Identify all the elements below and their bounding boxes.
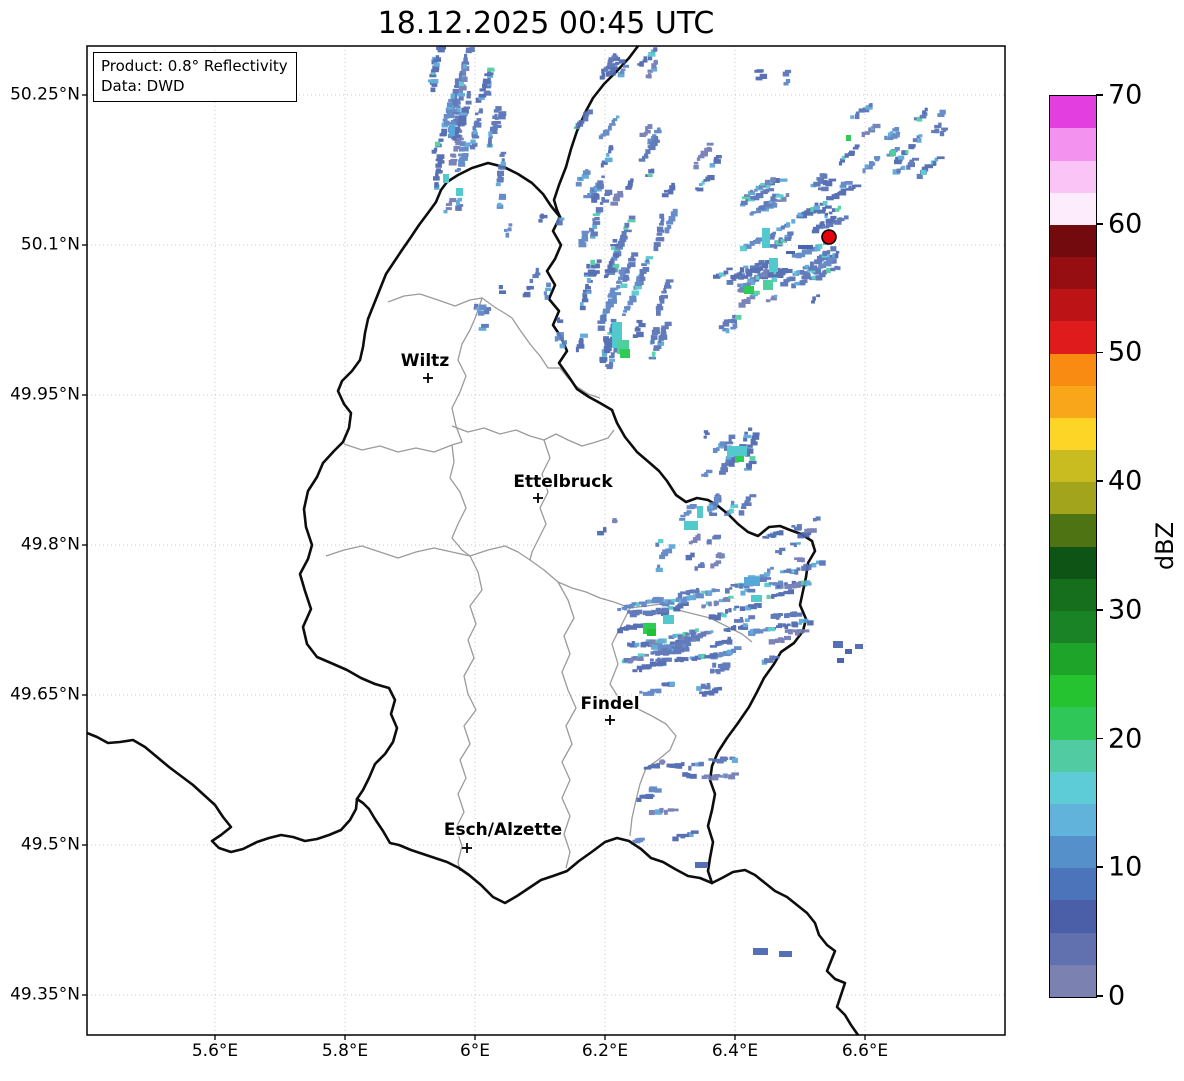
x-axis-tick-label: 5.6°E — [191, 1041, 239, 1061]
city-label-esch: Esch/Alzette — [443, 820, 563, 840]
colorbar-axis-label: dBZ — [1151, 521, 1179, 570]
y-axis-tick-label: 49.8°N — [20, 534, 80, 555]
colorbar-tick-label: 50 — [1108, 336, 1143, 368]
colorbar-segment — [1050, 707, 1096, 740]
country-borders — [87, 46, 860, 1035]
colorbar-segment — [1050, 932, 1096, 965]
product-info-line2: Data: DWD — [101, 77, 185, 96]
colorbar-tick-mark — [1096, 351, 1103, 354]
y-axis-tick-label: 50.25°N — [10, 84, 80, 105]
colorbar-segment — [1050, 868, 1096, 901]
city-markers — [423, 373, 615, 853]
y-axis-tick-label: 49.35°N — [10, 984, 80, 1005]
x-axis-tick-label: 5.8°E — [321, 1041, 369, 1061]
colorbar-segment — [1050, 900, 1096, 933]
city-label-findel: Findel — [580, 694, 640, 714]
colorbar-tick-mark — [1096, 222, 1103, 225]
colorbar-segment — [1050, 160, 1096, 193]
colorbar-segment — [1050, 417, 1096, 451]
product-info-line1: Product: 0.8° Reflectivity — [101, 57, 288, 75]
colorbar-segment — [1050, 482, 1096, 515]
x-axis-tick-label: 6.4°E — [711, 1041, 759, 1061]
colorbar-segment — [1050, 578, 1096, 611]
x-axis-tick-label: 6°E — [459, 1041, 491, 1061]
colorbar-segment — [1050, 224, 1096, 258]
axis-tick-marks — [82, 94, 866, 1040]
district-borders — [325, 293, 753, 872]
colorbar-tick-mark — [1096, 480, 1103, 482]
y-axis-tick-label: 50.1°N — [20, 234, 80, 255]
y-axis-tick-label: 49.5°N — [20, 834, 80, 855]
x-axis-tick-label: 6.6°E — [841, 1041, 889, 1061]
colorbar-tick-mark — [1096, 995, 1103, 997]
radar-site-marker — [821, 229, 837, 245]
colorbar-tick-label: 60 — [1108, 208, 1143, 240]
colorbar-segment — [1050, 257, 1096, 290]
colorbar-segment — [1050, 803, 1096, 837]
colorbar-segment — [1050, 321, 1096, 354]
city-label-wiltz: Wiltz — [400, 351, 450, 371]
colorbar-segment — [1050, 450, 1096, 483]
colorbar-segment — [1050, 739, 1096, 772]
colorbar-tick-label: 70 — [1108, 79, 1143, 111]
colorbar-tick-label: 20 — [1108, 723, 1143, 755]
colorbar-segment — [1050, 96, 1096, 129]
colorbar-segment — [1050, 128, 1096, 161]
radar-echo-cores — [443, 124, 896, 957]
colorbar-segment — [1050, 675, 1096, 708]
colorbar-segment — [1050, 964, 1096, 997]
colorbar-tick-label: 30 — [1108, 594, 1143, 626]
city-label-ettelbruck: Ettelbruck — [513, 472, 613, 492]
colorbar-tick-mark — [1096, 94, 1103, 96]
colorbar-gradient — [1049, 95, 1097, 998]
colorbar-segment — [1050, 546, 1096, 579]
colorbar-tick-label: 40 — [1108, 465, 1143, 497]
colorbar-segment — [1050, 836, 1096, 869]
colorbar-segment — [1050, 385, 1096, 418]
figure-title: 18.12.2025 00:45 UTC — [377, 6, 715, 41]
colorbar-tick-label: 0 — [1108, 980, 1126, 1012]
colorbar-segment — [1050, 514, 1096, 547]
colorbar-tick-mark — [1096, 737, 1103, 740]
colorbar-segment — [1050, 353, 1096, 386]
gridlines — [87, 46, 1005, 1035]
colorbar-segment — [1050, 610, 1096, 644]
y-axis-tick-label: 49.95°N — [10, 384, 80, 405]
radar-echoes — [427, 46, 948, 844]
colorbar-segment — [1050, 643, 1096, 676]
colorbar-segment — [1050, 289, 1096, 322]
plot-frame — [86, 45, 1006, 1036]
colorbar-tick-mark — [1096, 866, 1103, 869]
colorbar-tick-mark — [1096, 609, 1103, 611]
y-axis-tick-label: 49.65°N — [10, 684, 80, 705]
x-axis-tick-label: 6.2°E — [581, 1041, 629, 1061]
product-info-box: Product: 0.8° Reflectivity Data: DWD — [93, 52, 297, 102]
colorbar-tick-label: 10 — [1108, 851, 1143, 883]
colorbar-segment — [1050, 192, 1096, 225]
colorbar-segment — [1050, 771, 1096, 804]
